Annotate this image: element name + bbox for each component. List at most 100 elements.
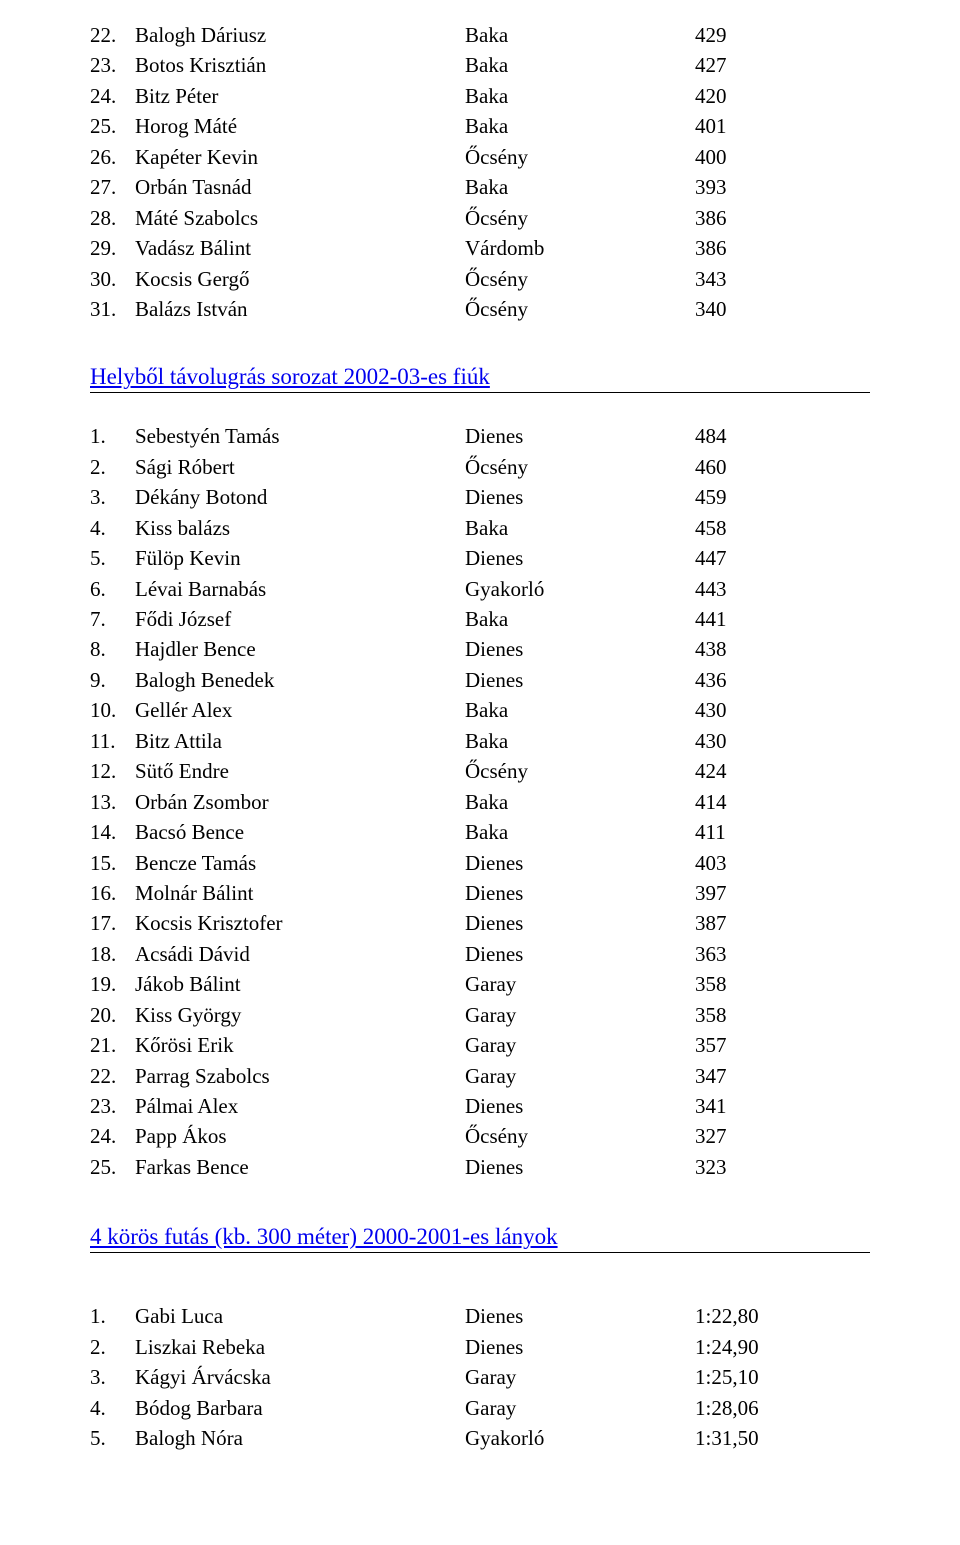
table-row: 26.Kapéter KevinŐcsény400	[90, 142, 870, 172]
name-cell: Orbán Tasnád	[135, 172, 465, 202]
rank-cell: 7.	[90, 604, 135, 634]
table-row: 13.Orbán ZsomborBaka414	[90, 787, 870, 817]
table-row: 31.Balázs IstvánŐcsény340	[90, 294, 870, 324]
table-row: 14.Bacsó BenceBaka411	[90, 817, 870, 847]
name-cell: Acsádi Dávid	[135, 939, 465, 969]
name-cell: Vadász Bálint	[135, 233, 465, 263]
club-cell: Őcsény	[465, 142, 695, 172]
rank-cell: 30.	[90, 264, 135, 294]
name-cell: Sütő Endre	[135, 756, 465, 786]
club-cell: Dienes	[465, 1091, 695, 1121]
table-row: 19.Jákob BálintGaray358	[90, 969, 870, 999]
name-cell: Kocsis Gergő	[135, 264, 465, 294]
club-cell: Dienes	[465, 1152, 695, 1182]
score-cell: 341	[695, 1091, 870, 1121]
name-cell: Dékány Botond	[135, 482, 465, 512]
score-cell: 357	[695, 1030, 870, 1060]
club-cell: Baka	[465, 513, 695, 543]
rank-cell: 6.	[90, 574, 135, 604]
table-row: 22.Parrag SzabolcsGaray347	[90, 1061, 870, 1091]
table-row: 5.Balogh NóraGyakorló1:31,50	[90, 1423, 870, 1453]
rank-cell: 25.	[90, 1152, 135, 1182]
club-cell: Baka	[465, 50, 695, 80]
table-row: 4.Bódog BarbaraGaray1:28,06	[90, 1393, 870, 1423]
section-heading-2: 4 körös futás (kb. 300 méter) 2000-2001-…	[90, 1224, 870, 1253]
name-cell: Gellér Alex	[135, 695, 465, 725]
rank-cell: 2.	[90, 452, 135, 482]
club-cell: Baka	[465, 817, 695, 847]
name-cell: Balogh Benedek	[135, 665, 465, 695]
score-cell: 386	[695, 233, 870, 263]
table-row: 29.Vadász BálintVárdomb386	[90, 233, 870, 263]
results-list-2: 1.Sebestyén TamásDienes4842.Sági RóbertŐ…	[90, 421, 870, 1182]
section-heading-1: Helyből távolugrás sorozat 2002-03-es fi…	[90, 364, 870, 393]
name-cell: Farkas Bence	[135, 1152, 465, 1182]
club-cell: Garay	[465, 1393, 695, 1423]
score-cell: 323	[695, 1152, 870, 1182]
rank-cell: 5.	[90, 543, 135, 573]
score-cell: 1:24,90	[695, 1332, 870, 1362]
rank-cell: 19.	[90, 969, 135, 999]
table-row: 10.Gellér AlexBaka430	[90, 695, 870, 725]
table-row: 18.Acsádi DávidDienes363	[90, 939, 870, 969]
rank-cell: 11.	[90, 726, 135, 756]
name-cell: Molnár Bálint	[135, 878, 465, 908]
club-cell: Gyakorló	[465, 574, 695, 604]
rank-cell: 1.	[90, 421, 135, 451]
name-cell: Balogh Nóra	[135, 1423, 465, 1453]
name-cell: Pálmai Alex	[135, 1091, 465, 1121]
name-cell: Lévai Barnabás	[135, 574, 465, 604]
club-cell: Dienes	[465, 543, 695, 573]
rank-cell: 26.	[90, 142, 135, 172]
name-cell: Fődi József	[135, 604, 465, 634]
name-cell: Jákob Bálint	[135, 969, 465, 999]
name-cell: Fülöp Kevin	[135, 543, 465, 573]
score-cell: 393	[695, 172, 870, 202]
score-cell: 460	[695, 452, 870, 482]
rank-cell: 21.	[90, 1030, 135, 1060]
table-row: 23.Botos KrisztiánBaka427	[90, 50, 870, 80]
club-cell: Dienes	[465, 665, 695, 695]
table-row: 3.Kágyi ÁrvácskaGaray1:25,10	[90, 1362, 870, 1392]
score-cell: 358	[695, 969, 870, 999]
rank-cell: 9.	[90, 665, 135, 695]
club-cell: Dienes	[465, 848, 695, 878]
table-row: 23.Pálmai AlexDienes341	[90, 1091, 870, 1121]
name-cell: Bitz Attila	[135, 726, 465, 756]
rank-cell: 3.	[90, 482, 135, 512]
table-row: 5.Fülöp KevinDienes447	[90, 543, 870, 573]
name-cell: Kiss balázs	[135, 513, 465, 543]
table-row: 2.Liszkai RebekaDienes1:24,90	[90, 1332, 870, 1362]
club-cell: Garay	[465, 1000, 695, 1030]
score-cell: 430	[695, 726, 870, 756]
table-row: 28.Máté SzabolcsŐcsény386	[90, 203, 870, 233]
table-row: 8.Hajdler BenceDienes438	[90, 634, 870, 664]
club-cell: Dienes	[465, 482, 695, 512]
table-row: 21.Kőrösi ErikGaray357	[90, 1030, 870, 1060]
rank-cell: 22.	[90, 20, 135, 50]
name-cell: Parrag Szabolcs	[135, 1061, 465, 1091]
rank-cell: 24.	[90, 1121, 135, 1151]
club-cell: Dienes	[465, 908, 695, 938]
name-cell: Hajdler Bence	[135, 634, 465, 664]
name-cell: Bacsó Bence	[135, 817, 465, 847]
club-cell: Őcsény	[465, 1121, 695, 1151]
rank-cell: 8.	[90, 634, 135, 664]
results-list-3: 1.Gabi LucaDienes1:22,802.Liszkai Rebeka…	[90, 1301, 870, 1453]
name-cell: Kocsis Krisztofer	[135, 908, 465, 938]
score-cell: 430	[695, 695, 870, 725]
table-row: 1.Sebestyén TamásDienes484	[90, 421, 870, 451]
rank-cell: 2.	[90, 1332, 135, 1362]
table-row: 7.Fődi JózsefBaka441	[90, 604, 870, 634]
club-cell: Garay	[465, 1061, 695, 1091]
name-cell: Bitz Péter	[135, 81, 465, 111]
rank-cell: 13.	[90, 787, 135, 817]
score-cell: 401	[695, 111, 870, 141]
score-cell: 1:25,10	[695, 1362, 870, 1392]
score-cell: 1:28,06	[695, 1393, 870, 1423]
club-cell: Garay	[465, 969, 695, 999]
rank-cell: 14.	[90, 817, 135, 847]
table-row: 1.Gabi LucaDienes1:22,80	[90, 1301, 870, 1331]
table-row: 22.Balogh DáriuszBaka429	[90, 20, 870, 50]
club-cell: Várdomb	[465, 233, 695, 263]
